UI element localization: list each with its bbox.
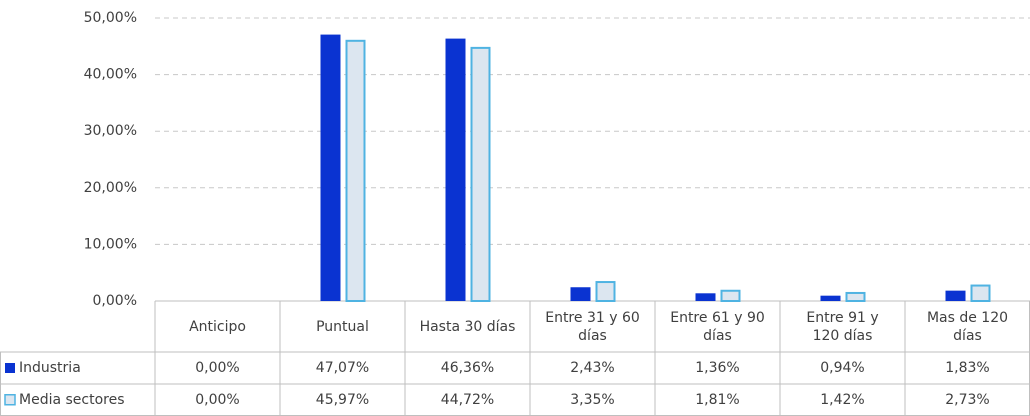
legend-label: Industria — [19, 360, 81, 376]
table-value: 1,83% — [945, 360, 989, 376]
legend-marker — [4, 394, 16, 406]
x-tick-label: Mas de 120 días — [926, 309, 1009, 344]
y-tick-label: 10,00% — [84, 236, 137, 252]
table-value: 1,81% — [695, 392, 739, 408]
table-value: 2,73% — [945, 392, 989, 408]
table-value: 0,00% — [195, 360, 239, 376]
table-value: 45,97% — [316, 392, 369, 408]
bar — [595, 281, 616, 303]
bar — [845, 291, 866, 302]
table-value: 3,35% — [570, 392, 614, 408]
x-tick-label-box: Entre 61 y 90 días — [670, 309, 765, 344]
bar — [570, 287, 591, 301]
table-value: 1,42% — [820, 392, 864, 408]
x-tick-label-box: Hasta 30 días — [419, 318, 516, 335]
y-tick-label: 20,00% — [84, 180, 137, 196]
bar — [345, 39, 366, 302]
bar — [945, 290, 966, 301]
table-value: 44,72% — [441, 392, 494, 408]
y-tick-label: 30,00% — [84, 123, 137, 139]
x-tick-label-box: Entre 31 y 60 días — [545, 309, 640, 344]
bar — [720, 289, 741, 303]
y-tick-label: 50,00% — [84, 10, 137, 26]
table-value: 0,00% — [195, 392, 239, 408]
table-value: 0,94% — [820, 360, 864, 376]
x-tick-label: Entre 31 y 60 días — [545, 309, 640, 344]
x-tick-label: Entre 91 y 120 días — [806, 309, 879, 344]
x-tick-label-box: Entre 91 y 120 días — [806, 309, 879, 344]
table-value: 46,36% — [441, 360, 494, 376]
x-tick-label-box: Mas de 120 días — [926, 309, 1009, 344]
y-tick-label: 0,00% — [93, 293, 137, 309]
bar — [445, 38, 466, 301]
table-value: 2,43% — [570, 360, 614, 376]
bar — [970, 284, 991, 302]
legend-label: Media sectores — [19, 392, 125, 408]
x-tick-label: Puntual — [316, 318, 369, 335]
x-tick-label-box: Puntual — [316, 318, 369, 335]
x-tick-label-box: Anticipo — [189, 318, 246, 335]
x-tick-label: Anticipo — [189, 318, 246, 335]
table-value: 47,07% — [316, 360, 369, 376]
x-tick-label: Entre 61 y 90 días — [670, 309, 765, 344]
y-tick-label: 40,00% — [84, 67, 137, 83]
bar — [470, 46, 491, 303]
table-value: 1,36% — [695, 360, 739, 376]
legend-marker — [5, 363, 15, 373]
x-tick-label: Hasta 30 días — [419, 318, 516, 335]
bar — [320, 34, 341, 301]
bar — [695, 293, 716, 301]
bar — [820, 295, 841, 301]
